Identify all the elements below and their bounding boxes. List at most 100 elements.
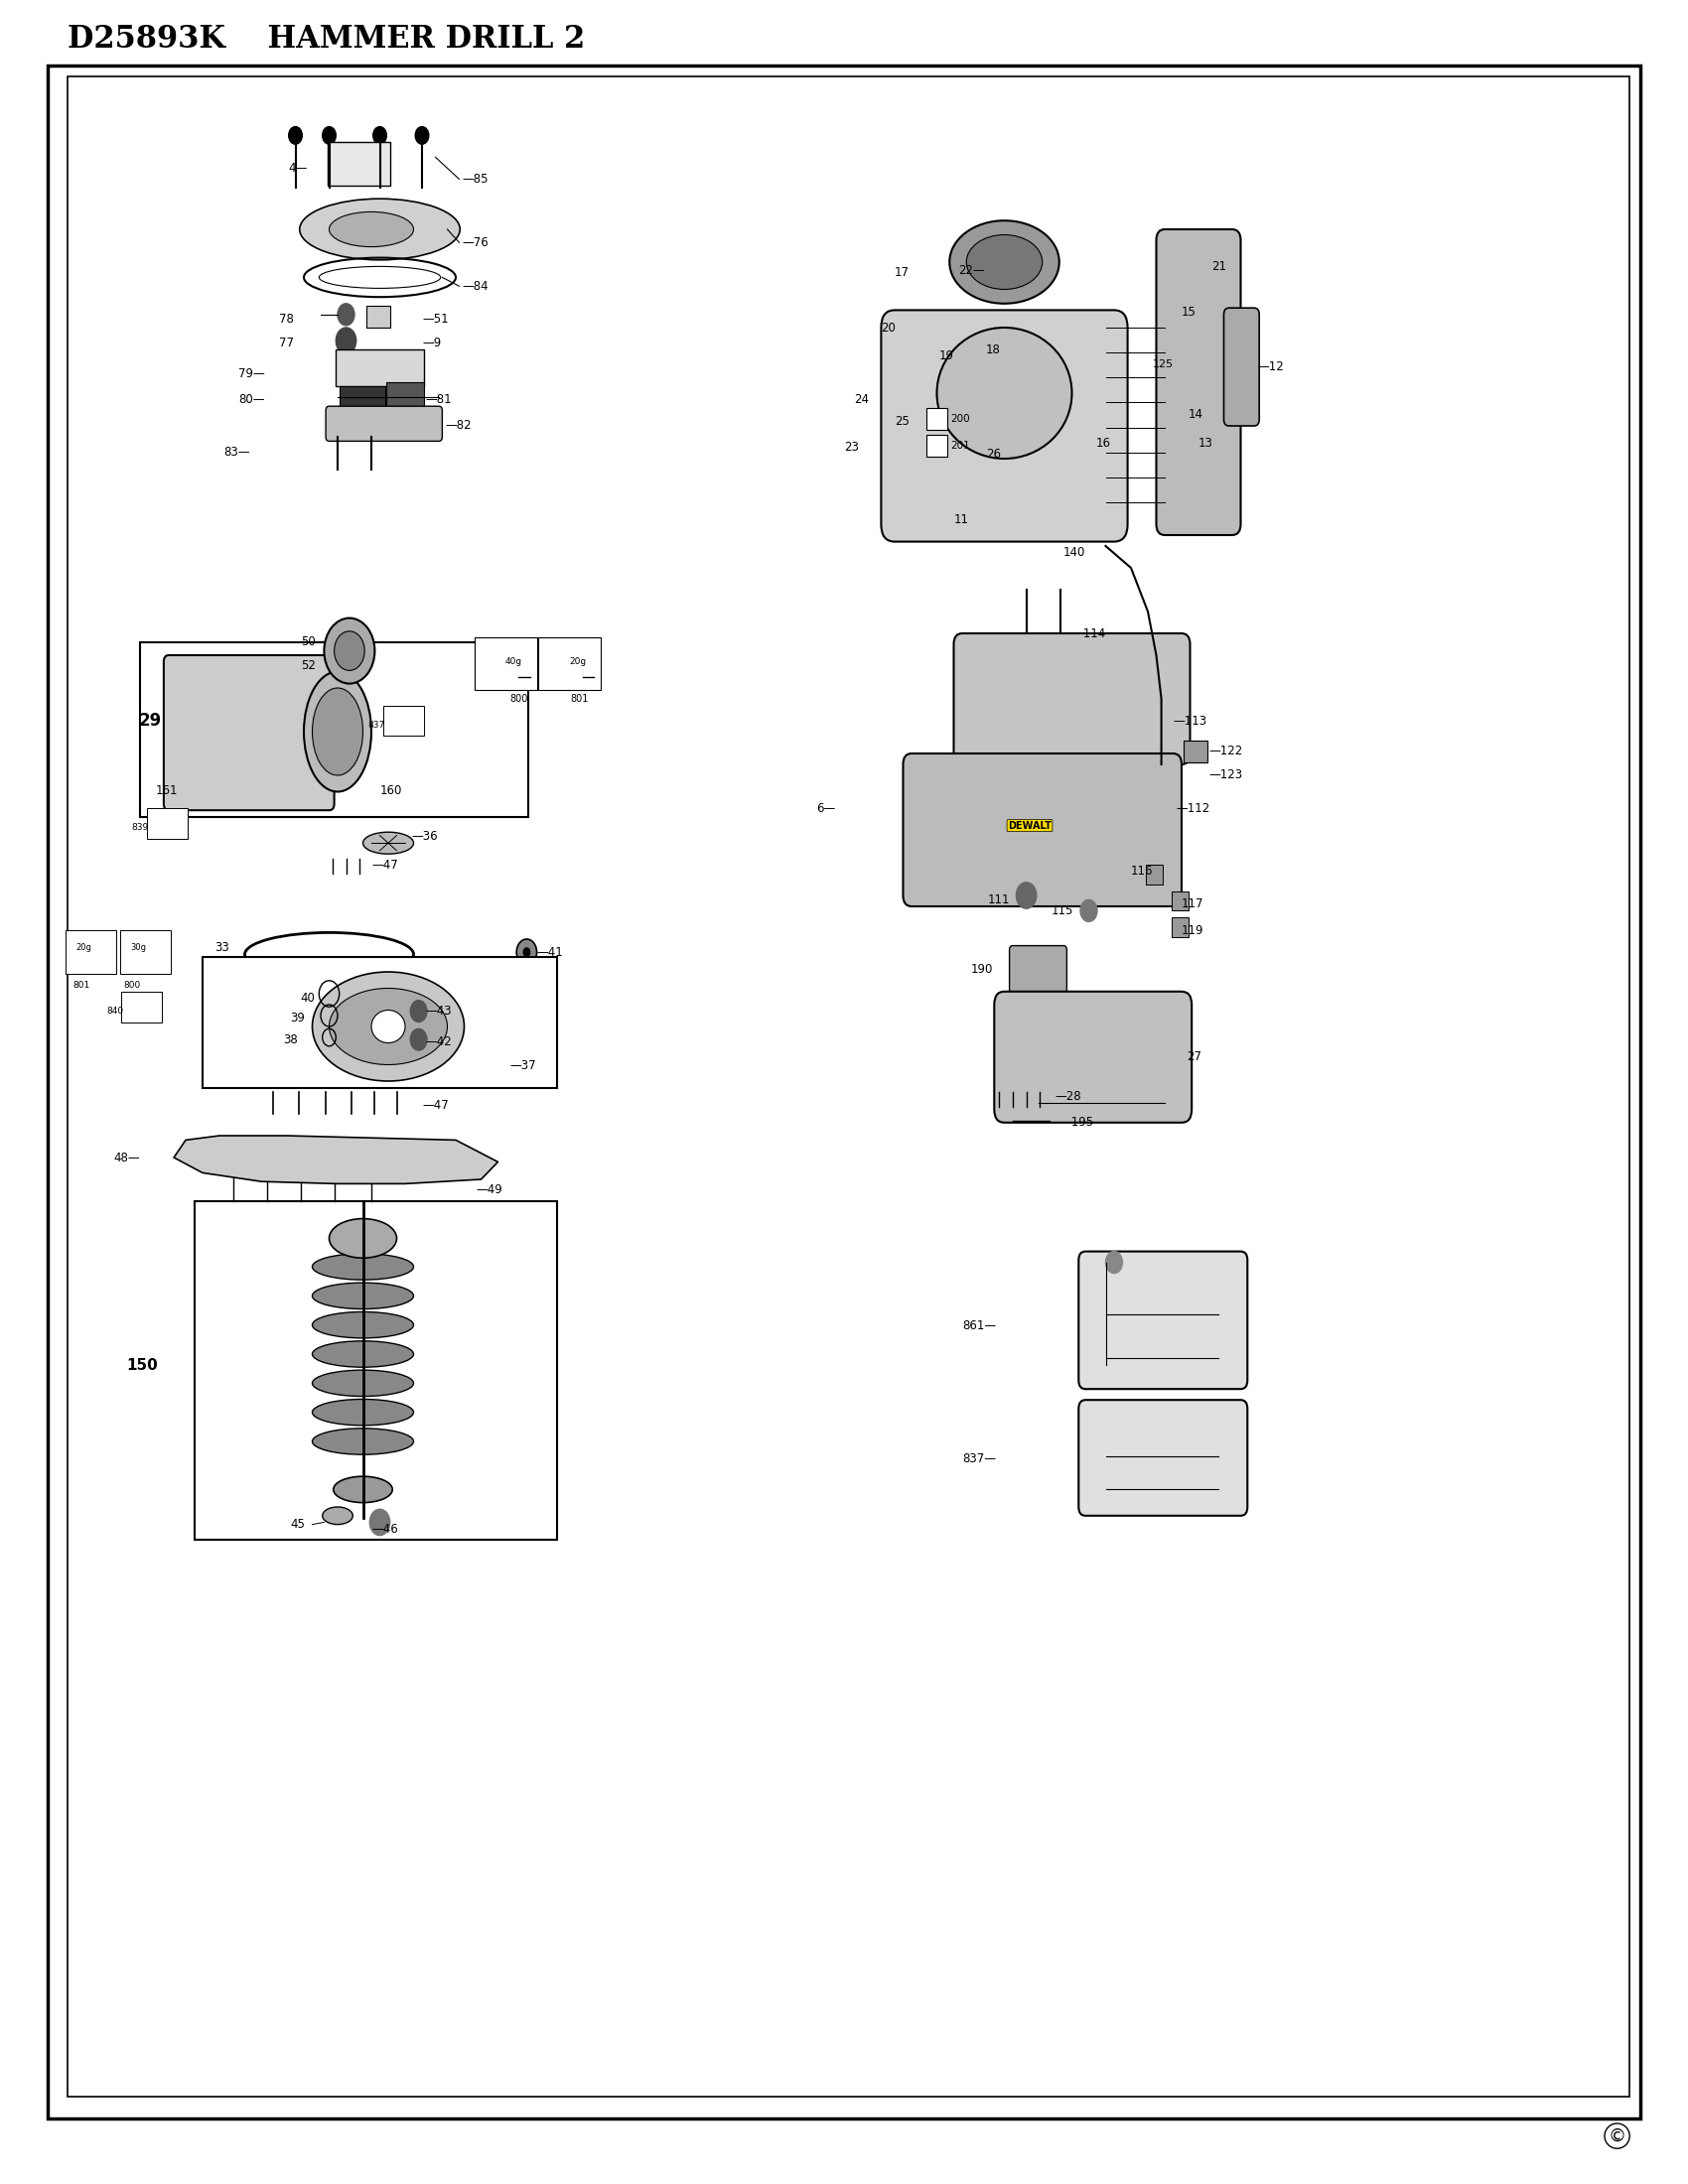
Ellipse shape <box>329 987 447 1066</box>
Circle shape <box>1106 1251 1123 1273</box>
Circle shape <box>289 127 302 144</box>
Text: —81: —81 <box>425 393 452 406</box>
Text: 17: 17 <box>895 266 910 280</box>
Circle shape <box>410 1000 427 1022</box>
Ellipse shape <box>312 1254 414 1280</box>
FancyBboxPatch shape <box>383 705 424 736</box>
Text: 48—: 48— <box>113 1151 140 1164</box>
FancyBboxPatch shape <box>326 406 442 441</box>
FancyBboxPatch shape <box>903 753 1182 906</box>
FancyBboxPatch shape <box>120 930 170 974</box>
Text: 22—: 22— <box>959 264 986 277</box>
Text: 19: 19 <box>939 349 954 363</box>
FancyBboxPatch shape <box>122 992 162 1022</box>
Text: 40: 40 <box>300 992 316 1005</box>
Text: 20: 20 <box>881 321 896 334</box>
Text: 800: 800 <box>123 981 140 989</box>
Text: —9: —9 <box>422 336 441 349</box>
Text: 111: 111 <box>987 893 1009 906</box>
FancyBboxPatch shape <box>927 408 947 430</box>
Text: 80—: 80— <box>238 393 265 406</box>
Text: 15: 15 <box>1182 306 1197 319</box>
Ellipse shape <box>329 1219 397 1258</box>
Circle shape <box>322 127 336 144</box>
Text: —47: —47 <box>371 858 398 871</box>
Text: —123: —123 <box>1209 769 1242 782</box>
Text: 117: 117 <box>1182 898 1204 911</box>
Circle shape <box>373 127 387 144</box>
Bar <box>194 1201 557 1540</box>
Circle shape <box>1016 882 1036 909</box>
Text: —12: —12 <box>1258 360 1285 373</box>
Circle shape <box>412 1147 432 1173</box>
Text: ©: © <box>1609 2127 1626 2145</box>
Text: —41: —41 <box>537 946 564 959</box>
FancyBboxPatch shape <box>1171 917 1188 937</box>
Text: 837: 837 <box>368 721 385 729</box>
Text: 190: 190 <box>971 963 993 976</box>
Text: 26: 26 <box>986 448 1001 461</box>
FancyBboxPatch shape <box>1146 865 1163 885</box>
Text: —46: —46 <box>371 1522 398 1535</box>
Text: 4—: 4— <box>289 162 307 175</box>
Text: 27: 27 <box>1187 1051 1202 1064</box>
Text: —112: —112 <box>1177 802 1210 815</box>
Text: 29: 29 <box>138 712 162 729</box>
Ellipse shape <box>312 688 363 775</box>
FancyBboxPatch shape <box>1156 229 1241 535</box>
FancyBboxPatch shape <box>327 142 390 186</box>
Ellipse shape <box>312 1428 414 1455</box>
Ellipse shape <box>329 212 414 247</box>
FancyBboxPatch shape <box>147 808 187 839</box>
Text: —42: —42 <box>425 1035 452 1048</box>
FancyBboxPatch shape <box>1171 891 1188 911</box>
Circle shape <box>410 1029 427 1051</box>
Text: —85: —85 <box>463 173 490 186</box>
FancyBboxPatch shape <box>1183 740 1207 762</box>
Circle shape <box>327 1147 348 1173</box>
Text: 116: 116 <box>1131 865 1153 878</box>
Text: —195: —195 <box>1060 1116 1094 1129</box>
Ellipse shape <box>312 1313 414 1339</box>
Circle shape <box>370 1509 390 1535</box>
FancyBboxPatch shape <box>366 306 390 328</box>
Bar <box>140 642 528 817</box>
Text: 16: 16 <box>1096 437 1111 450</box>
Text: —49: —49 <box>476 1184 503 1197</box>
Text: 20g: 20g <box>569 657 586 666</box>
Ellipse shape <box>312 1400 414 1426</box>
Text: 83—: 83— <box>223 446 250 459</box>
Text: 39: 39 <box>290 1011 306 1024</box>
Text: 200: 200 <box>950 415 971 424</box>
Text: 50: 50 <box>300 636 316 649</box>
Text: —82: —82 <box>446 419 473 432</box>
Ellipse shape <box>937 328 1072 459</box>
Text: 801: 801 <box>73 981 89 989</box>
Polygon shape <box>174 1136 498 1184</box>
Ellipse shape <box>324 618 375 684</box>
Text: 201: 201 <box>950 441 971 450</box>
Text: 38: 38 <box>284 1033 299 1046</box>
FancyBboxPatch shape <box>387 382 424 408</box>
Circle shape <box>336 328 356 354</box>
Text: —76: —76 <box>463 236 490 249</box>
Text: 30g: 30g <box>130 943 145 952</box>
Text: 161: 161 <box>155 784 177 797</box>
Ellipse shape <box>363 832 414 854</box>
Circle shape <box>338 304 354 325</box>
Text: 14: 14 <box>1188 408 1204 422</box>
Circle shape <box>285 1147 306 1173</box>
FancyBboxPatch shape <box>954 633 1190 764</box>
Text: 24: 24 <box>854 393 869 406</box>
Text: 18: 18 <box>986 343 1001 356</box>
FancyBboxPatch shape <box>66 930 116 974</box>
Text: 840: 840 <box>106 1007 123 1016</box>
Text: —37: —37 <box>510 1059 537 1072</box>
Text: 11: 11 <box>954 513 969 526</box>
Ellipse shape <box>304 673 371 793</box>
Ellipse shape <box>371 1009 405 1044</box>
Bar <box>203 957 557 1088</box>
Text: 23: 23 <box>844 441 859 454</box>
Ellipse shape <box>300 199 459 260</box>
Text: 839: 839 <box>132 823 149 832</box>
